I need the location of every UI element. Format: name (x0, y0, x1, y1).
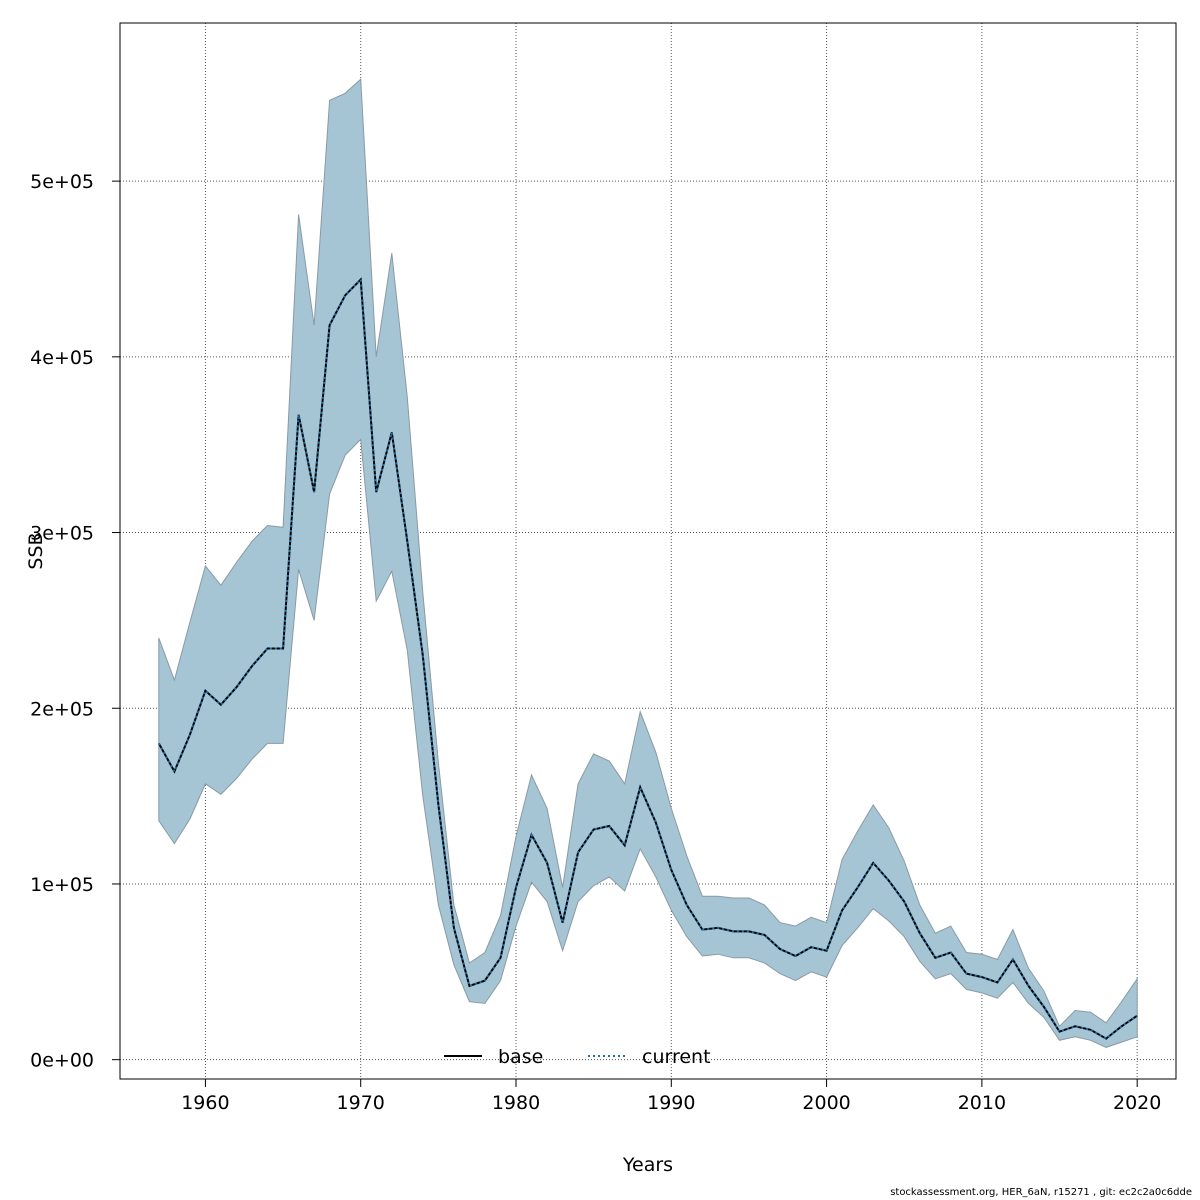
legend: base current (444, 1046, 711, 1068)
y-tick-label: 1e+05 (30, 874, 94, 896)
x-axis-label: Years (622, 1154, 673, 1176)
grid-lines (120, 23, 1176, 1079)
footer-credit: stockassessment.org, HER_6aN, r15271 , g… (890, 1187, 1192, 1198)
legend-label-base: base (498, 1046, 543, 1068)
y-tick-label: 3e+05 (30, 523, 94, 545)
series-line-current (157, 277, 1138, 1040)
y-axis-label: SSB (25, 532, 47, 569)
x-tick-label: 2020 (1113, 1092, 1161, 1114)
y-tick-label: 4e+05 (30, 347, 94, 369)
x-tick-label: 2010 (958, 1092, 1006, 1114)
y-tick-label: 0e+00 (30, 1050, 94, 1072)
axes: 1960 1970 1980 1990 2000 2010 2020 0e+00 1e+05 2e… (25, 22, 1177, 1176)
plot-frame (119, 22, 1177, 1080)
x-tick-label: 1990 (647, 1092, 695, 1114)
x-tick-label: 1970 (337, 1092, 385, 1114)
confidence-band (158, 78, 1138, 1048)
y-tick-label: 2e+05 (30, 698, 94, 720)
x-tick-label: 2000 (802, 1092, 850, 1114)
y-tick-label: 5e+05 (30, 171, 94, 193)
x-tick-label: 1980 (492, 1092, 540, 1114)
x-tick-label: 1960 (181, 1092, 229, 1114)
legend-label-current: current (642, 1046, 711, 1068)
